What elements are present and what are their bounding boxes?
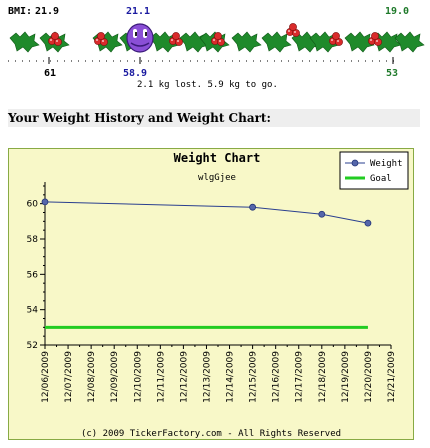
weight-point bbox=[364, 219, 372, 227]
x-tick-label: 12/15/2009 bbox=[249, 351, 259, 403]
x-tick-label: 12/09/2009 bbox=[110, 351, 120, 403]
holly-segment bbox=[367, 31, 425, 53]
chart-title: Weight Chart bbox=[174, 151, 261, 165]
x-tick-label: 12/20/2009 bbox=[364, 351, 374, 403]
weight-chart-svg: Weight Chart wlgGjee 52 54 56 58 60 12/06/200… bbox=[8, 148, 414, 440]
holly-segment bbox=[309, 31, 375, 53]
status-text: 2.1 kg lost. 5.9 kg to go. bbox=[137, 80, 278, 90]
y-tick-label: 54 bbox=[27, 306, 39, 316]
weight-current: 58.9 bbox=[123, 68, 148, 79]
y-tick-label: 56 bbox=[27, 270, 39, 280]
legend-label: Goal bbox=[370, 174, 392, 184]
holly-segment bbox=[9, 31, 70, 53]
x-tick-label: 12/18/2009 bbox=[318, 351, 328, 403]
x-tick-label: 12/13/2009 bbox=[202, 351, 212, 403]
section-title: Your Weight History and Weight Chart: bbox=[8, 109, 420, 127]
bmi-start: 21.9 bbox=[35, 6, 60, 17]
legend-box bbox=[339, 151, 409, 190]
y-tick-label: 52 bbox=[27, 341, 38, 351]
chart-background bbox=[8, 148, 414, 440]
x-tick-label: 12/07/2009 bbox=[64, 351, 74, 403]
holly-garland bbox=[8, 22, 425, 64]
chart-footer: (c) 2009 TickerFactory.com - All Rights … bbox=[81, 429, 341, 439]
chart-legend: Weight Goal bbox=[339, 151, 409, 190]
chart-subtitle: wlgGjee bbox=[198, 173, 236, 183]
x-tick-label: 12/21/2009 bbox=[387, 351, 397, 403]
y-tick-label: 60 bbox=[27, 200, 39, 210]
x-tick-label: 12/16/2009 bbox=[272, 351, 282, 403]
holly-segment bbox=[199, 31, 262, 53]
holly-segment bbox=[149, 31, 210, 53]
bmi-goal: 19.0 bbox=[385, 6, 410, 17]
weight-start: 61 bbox=[44, 68, 57, 79]
current-position-marker bbox=[126, 23, 154, 53]
weight-point bbox=[249, 203, 257, 211]
x-tick-label: 12/17/2009 bbox=[295, 351, 305, 403]
x-tick-label: 12/12/2009 bbox=[179, 351, 189, 403]
legend-label: Weight bbox=[370, 159, 403, 169]
x-tick-label: 12/19/2009 bbox=[341, 351, 351, 403]
weight-chart: Weight Chart wlgGjee 52 54 56 58 60 12/06/200… bbox=[8, 148, 414, 440]
x-tick-label: 12/14/2009 bbox=[226, 351, 236, 403]
x-tick-label: 12/08/2009 bbox=[87, 351, 97, 403]
y-tick-label: 58 bbox=[27, 235, 39, 245]
weight-goal: 53 bbox=[386, 68, 399, 79]
weight-line bbox=[44, 201, 369, 224]
bmi-label: BMI: bbox=[8, 6, 33, 17]
weight-ticker: BMI: 21.9 21.1 19.0 bbox=[0, 0, 430, 100]
x-tick-label: 12/11/2009 bbox=[156, 351, 166, 403]
x-tick-label: 12/10/2009 bbox=[133, 351, 143, 403]
bmi-current: 21.1 bbox=[126, 6, 151, 17]
weight-point bbox=[318, 210, 326, 218]
weight-point bbox=[41, 198, 49, 206]
chart-ticks: 52 54 56 58 60 12/06/2009 12/07/2009 12/08/2009… bbox=[27, 185, 397, 403]
legend-weight-marker bbox=[351, 159, 359, 167]
chart-series bbox=[41, 198, 372, 329]
x-tick-label: 12/06/2009 bbox=[41, 351, 51, 403]
